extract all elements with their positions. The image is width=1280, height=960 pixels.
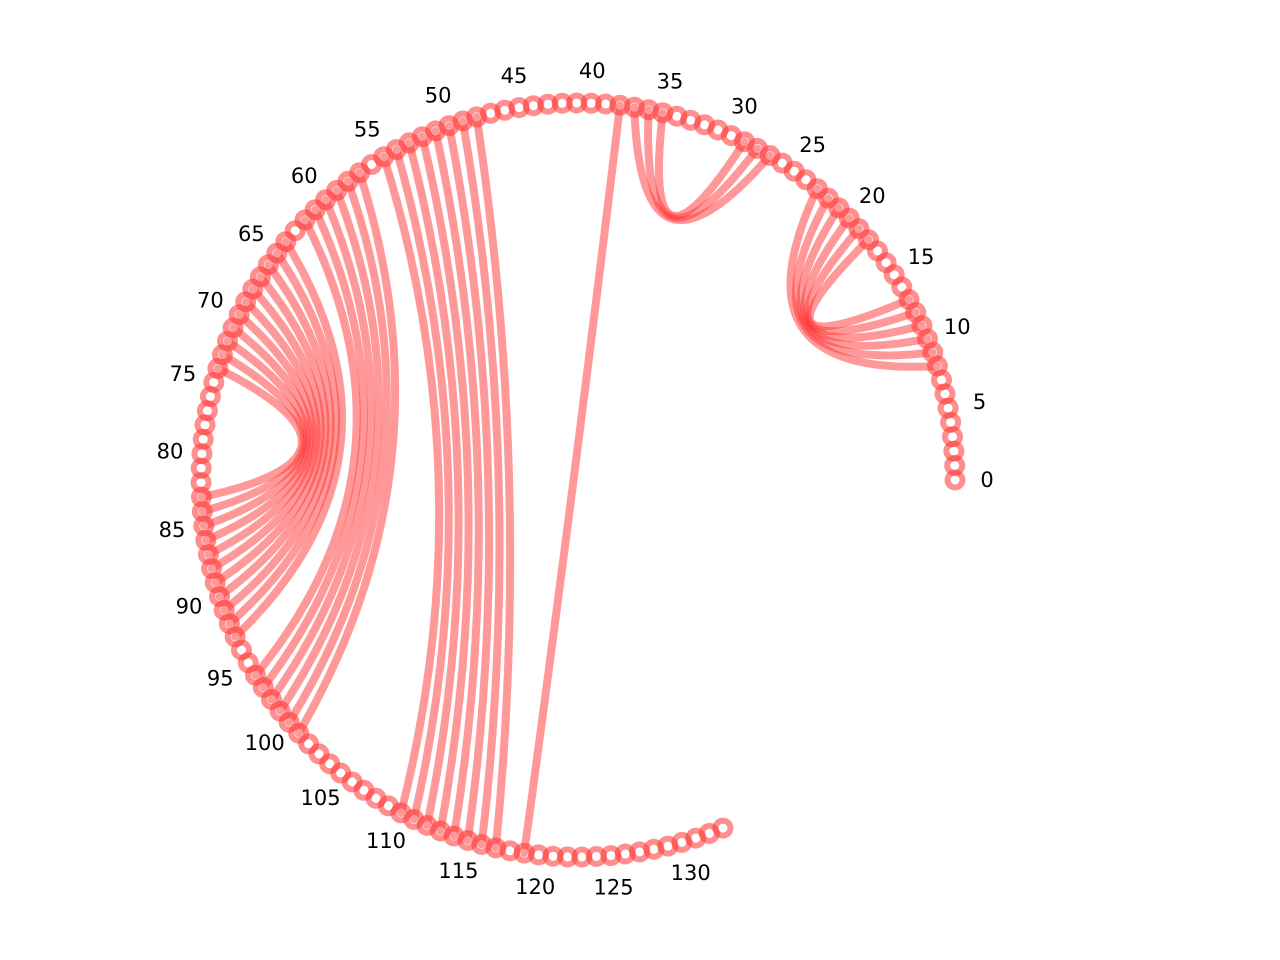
tick-label: 115 xyxy=(438,859,478,883)
connection-link xyxy=(379,152,444,817)
tick-label: 60 xyxy=(291,164,318,188)
tick-label: 15 xyxy=(908,245,935,269)
tick-label: 25 xyxy=(799,133,826,157)
node-circle xyxy=(838,207,860,229)
connection-link xyxy=(220,260,335,615)
tick-label: 55 xyxy=(354,117,381,141)
connection-link xyxy=(251,216,361,680)
tick-label: 110 xyxy=(366,829,406,853)
tick-label: 20 xyxy=(859,184,886,208)
connection-link xyxy=(418,132,473,835)
tick-label: 65 xyxy=(238,222,265,246)
connection-link xyxy=(805,235,913,331)
connection-link xyxy=(294,168,400,738)
tick-label: 100 xyxy=(245,731,285,755)
tick-label: 75 xyxy=(170,362,197,386)
tick-label: 120 xyxy=(515,875,555,899)
connection-links xyxy=(197,101,942,858)
tick-label: 5 xyxy=(973,390,986,414)
connection-link xyxy=(215,272,330,601)
tick-label: 80 xyxy=(157,440,184,464)
tick-label: 95 xyxy=(207,666,234,690)
connection-link xyxy=(520,101,624,858)
tick-label: 10 xyxy=(944,315,971,339)
tick-label: 90 xyxy=(176,594,203,618)
connection-link xyxy=(285,177,391,727)
tick-label: 105 xyxy=(301,786,341,810)
circle-nodes xyxy=(190,92,966,868)
tick-label: 50 xyxy=(425,84,452,108)
connection-link xyxy=(405,138,463,830)
connection-link xyxy=(231,237,346,641)
tick-label: 70 xyxy=(197,289,224,313)
node-circle xyxy=(304,199,326,221)
connection-link xyxy=(445,121,494,845)
connection-link xyxy=(259,205,368,692)
tick-label: 0 xyxy=(980,468,993,492)
tick-labels: 0 5 10 15 20 25 30 35 40 45 50 55 60 65 70 75 80 85 90 95 10… xyxy=(157,59,994,899)
tick-label: 40 xyxy=(579,59,606,83)
connection-link xyxy=(225,249,341,628)
tick-label: 125 xyxy=(594,875,634,899)
connection-link xyxy=(276,186,383,716)
node-circle xyxy=(298,733,320,755)
tick-label: 30 xyxy=(731,94,758,118)
tick-label: 35 xyxy=(657,70,684,94)
node-circle xyxy=(712,817,734,839)
connection-link xyxy=(431,126,483,840)
tick-label: 130 xyxy=(671,861,711,885)
connection-link xyxy=(197,364,306,502)
tick-label: 45 xyxy=(501,64,528,88)
connection-link xyxy=(458,117,504,849)
connection-link xyxy=(392,145,453,824)
tick-label: 85 xyxy=(159,518,186,542)
connection-link xyxy=(472,112,515,852)
connection-link xyxy=(267,195,376,704)
connection-link xyxy=(654,108,749,220)
